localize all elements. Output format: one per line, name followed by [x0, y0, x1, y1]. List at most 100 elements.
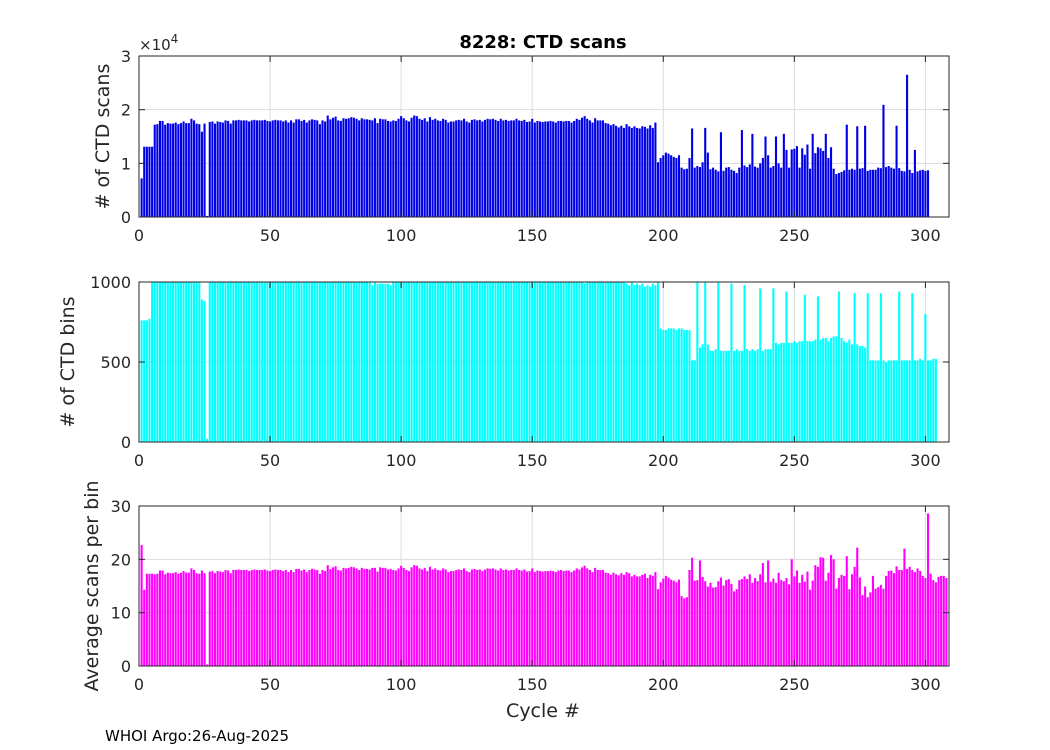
scans-bar [465, 121, 468, 217]
scans-xtick-label: 250 [779, 226, 810, 245]
average-bar [410, 567, 413, 666]
bins-bar [625, 283, 628, 442]
average-bar [591, 572, 594, 666]
average-bar [601, 570, 605, 666]
scans-bar [811, 133, 814, 217]
average-bar [300, 570, 303, 666]
scans-bar [300, 120, 303, 217]
scans-bar [890, 167, 893, 217]
bins-bar [486, 282, 489, 442]
average-bar [507, 570, 510, 666]
scans-bar [156, 124, 159, 217]
bins-bar [305, 282, 308, 442]
scans-bar [504, 119, 508, 217]
bins-bar [410, 282, 413, 442]
bins-bar [921, 360, 924, 442]
scans-bar [190, 118, 193, 217]
bins-bar [544, 282, 547, 442]
scans-bar [405, 120, 408, 217]
scans-bar [310, 119, 314, 217]
bins-bar [366, 282, 369, 442]
bins-bar [208, 282, 211, 442]
average-bar [227, 570, 230, 666]
average-bar [871, 575, 875, 666]
average-bar [656, 589, 660, 666]
scans-bar [151, 146, 154, 217]
average-bar [465, 571, 468, 666]
bins-bar [712, 350, 715, 442]
bins-bar [824, 338, 827, 442]
scans-bar [148, 146, 151, 217]
average-bar [413, 565, 416, 666]
scans-bar [295, 119, 298, 217]
scans-bar [730, 169, 733, 217]
scans-bar [158, 120, 162, 217]
scans-bar [431, 119, 434, 217]
bins-bar [499, 282, 502, 442]
average-bar [423, 567, 426, 666]
bins-bar [187, 282, 190, 442]
scans-bar [578, 119, 581, 217]
bins-bar [596, 282, 599, 442]
bins-bar [381, 283, 384, 442]
bins-bar [198, 282, 201, 442]
bins-bar [455, 282, 458, 442]
scans-bar [216, 121, 219, 217]
bins-y-axis-label: # of CTD bins [57, 296, 79, 427]
scans-bar [360, 118, 363, 217]
bins-bar [546, 282, 549, 442]
scans-xtick-label: 300 [910, 226, 941, 245]
average-ytick-label: 0 [121, 657, 131, 676]
bins-bar [599, 282, 602, 442]
average-bar [232, 570, 235, 666]
bins-bar [656, 282, 660, 442]
average-bar [271, 570, 274, 666]
average-bar [185, 572, 188, 666]
scans-bar [313, 119, 316, 217]
bins-bar [615, 282, 618, 442]
scans-bar [544, 121, 547, 217]
average-bar [386, 569, 390, 666]
bins-bar [924, 314, 927, 442]
scans-bar [596, 120, 599, 217]
average-bar [748, 574, 751, 666]
average-bar [774, 582, 778, 666]
bins-bar [549, 282, 552, 442]
bins-bar [483, 282, 487, 442]
bins-bar [229, 282, 232, 442]
average-bar [924, 578, 927, 666]
bins-bar [714, 349, 717, 442]
average-bar [143, 589, 146, 666]
average-bar [670, 579, 673, 666]
bins-bar [738, 350, 741, 442]
average-bar [573, 570, 576, 666]
scans-bar [182, 121, 185, 217]
bins-bar [908, 360, 911, 442]
average-bar [295, 568, 298, 666]
scans-bar [368, 119, 371, 217]
average-bar [195, 573, 198, 666]
scans-bar [255, 120, 259, 217]
scans-bar [832, 168, 835, 217]
average-bar [334, 566, 337, 666]
scans-bar [850, 168, 854, 217]
average-bar [811, 580, 814, 666]
average-bar [816, 566, 819, 666]
average-bar [856, 547, 859, 666]
bins-bar [289, 282, 293, 442]
bins-xtick-label: 250 [779, 451, 810, 470]
scans-bar [179, 123, 182, 217]
scans-bar [649, 125, 652, 217]
scans-bar [588, 120, 591, 217]
bins-bar [879, 293, 882, 442]
scans-bar [633, 126, 636, 217]
scans-bar [908, 169, 911, 217]
scans-bar [449, 121, 452, 217]
scans-bar [512, 120, 515, 217]
scans-bar [203, 123, 206, 217]
average-bar [916, 568, 919, 666]
average-bar [418, 568, 421, 666]
bins-bar [680, 328, 683, 442]
average-bar [738, 580, 741, 666]
average-bar [850, 574, 854, 666]
